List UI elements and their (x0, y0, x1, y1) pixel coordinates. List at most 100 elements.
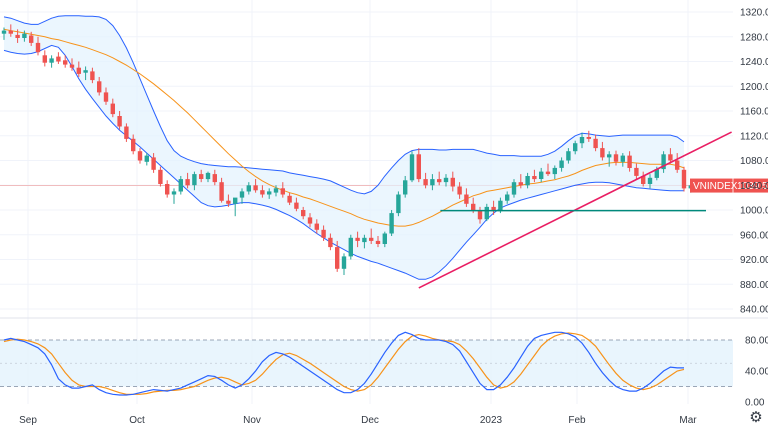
candle-body (559, 160, 564, 168)
candle (144, 153, 149, 166)
candlesticks (1, 24, 693, 275)
candle (369, 228, 374, 245)
candle-body (355, 237, 360, 241)
candle-body (675, 160, 680, 170)
candle (158, 166, 163, 187)
candle (627, 151, 632, 172)
x-tick-label: Sep (19, 415, 37, 426)
candle-body (83, 70, 88, 73)
candle-body (600, 148, 605, 158)
candle (396, 191, 401, 217)
candle-body (539, 171, 544, 179)
candle-body (287, 195, 292, 203)
y-tick-label: 1040.00 (740, 181, 768, 192)
candle (192, 171, 197, 191)
candle (76, 61, 81, 77)
candle-body (103, 92, 109, 102)
moving-average (3, 28, 685, 227)
candle-body (430, 179, 435, 186)
candle-body (634, 167, 639, 176)
candle (267, 188, 272, 199)
candle (511, 179, 517, 198)
candle-body (525, 176, 530, 186)
moving-average-line (3, 28, 685, 227)
candle-body (566, 151, 571, 161)
candle (226, 194, 231, 207)
candle-body (124, 126, 129, 139)
candle-body (389, 213, 394, 234)
candle-body (641, 176, 646, 184)
candle (450, 171, 455, 192)
candle-body (328, 237, 333, 248)
x-tick-label: Feb (568, 415, 586, 426)
candle-body (518, 182, 523, 186)
y-tick-label: 960.00 (740, 230, 768, 241)
candle-body (681, 169, 687, 189)
candle-body (511, 182, 517, 195)
candle (165, 180, 170, 198)
candle-body (165, 184, 170, 195)
candle-body (1, 30, 7, 34)
candle-body (205, 172, 211, 180)
candle (423, 172, 428, 189)
candle-body (267, 191, 272, 195)
candle-body (443, 177, 449, 183)
candle (307, 213, 313, 228)
candle-body (396, 194, 401, 214)
candle (205, 171, 211, 183)
candle-body (192, 174, 197, 186)
bollinger-lower-band (3, 44, 684, 280)
candle (273, 185, 279, 197)
gear-icon[interactable]: ⚙ (749, 409, 763, 426)
candle (362, 234, 367, 249)
candle (131, 134, 136, 155)
candle (124, 123, 129, 142)
candle (56, 52, 61, 64)
stochastic-y-tick-label: 80.00 (745, 336, 768, 347)
drawn-lines (418, 131, 732, 289)
candle-body (477, 210, 483, 220)
axes: 1320.00 1280.00 1240.00 1200.00 1160.00 1120.… (19, 8, 768, 427)
stochastic-k-line (3, 331, 684, 396)
candle (341, 253, 347, 275)
candle-body (22, 33, 27, 38)
candle-body (532, 176, 537, 180)
y-tick-label: 1120.00 (740, 131, 768, 142)
candle-body (301, 210, 306, 217)
candle-body (423, 179, 428, 186)
candle-body (137, 151, 143, 161)
candle (151, 153, 156, 173)
candle-body (314, 223, 319, 230)
candle (233, 197, 238, 217)
bollinger-fill-area (4, 15, 684, 280)
candle-body (661, 154, 666, 170)
candle-body (491, 206, 496, 212)
candle-body (63, 60, 68, 65)
candle (416, 148, 421, 183)
candle-body (607, 154, 612, 158)
x-tick-label: 2023 (480, 415, 503, 426)
candle-body (409, 154, 415, 181)
candle (42, 50, 47, 67)
candle-body (117, 116, 122, 127)
candle (90, 67, 95, 84)
candle (185, 172, 190, 189)
candle (641, 171, 646, 187)
y-tick-label: 1320.00 (740, 8, 768, 19)
candle (29, 31, 34, 47)
candle (15, 29, 20, 43)
candle (647, 174, 653, 189)
candle (532, 169, 537, 183)
candle (260, 185, 265, 198)
candle-body (471, 203, 476, 210)
candle (137, 148, 143, 164)
bollinger-fill (4, 15, 684, 280)
candle (613, 150, 619, 166)
candle-body (49, 58, 54, 63)
last-price-label: 1039.5 (737, 181, 768, 192)
candle-body (260, 190, 265, 195)
candle (477, 206, 483, 224)
y-tick-label: 1000.00 (740, 206, 768, 217)
candle-body (498, 200, 503, 212)
